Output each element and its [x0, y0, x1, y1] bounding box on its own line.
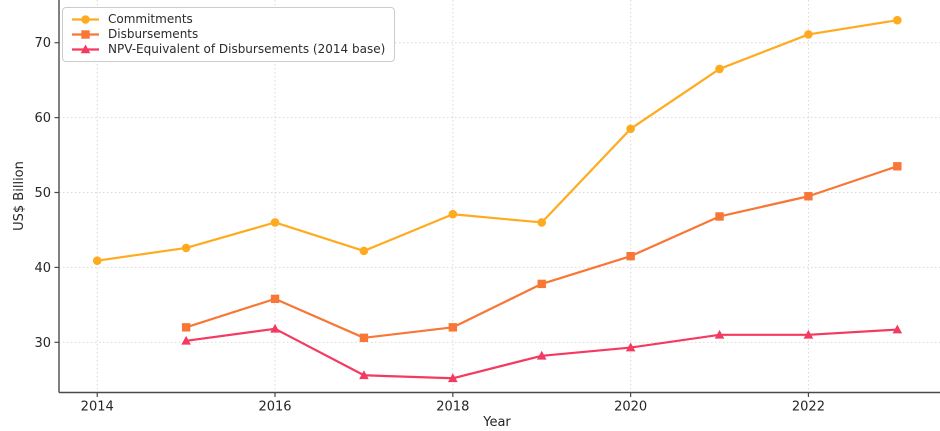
- series-commitments: [92, 15, 902, 265]
- data-point-marker: [448, 323, 458, 332]
- legend: Commitments Disbursements NPV-Equivalent…: [62, 7, 396, 62]
- gridlines-group: [59, 0, 940, 393]
- data-point-marker: [893, 15, 902, 25]
- y-tick-label: 50: [34, 186, 51, 201]
- disbursements-line-marker-icon: [72, 29, 99, 39]
- data-point-marker: [625, 342, 636, 352]
- data-point-marker: [448, 373, 458, 383]
- data-point-marker: [81, 29, 90, 39]
- data-point-marker: [537, 279, 546, 289]
- data-point-marker: [448, 209, 458, 219]
- data-point-marker: [804, 30, 813, 39]
- x-tick-label: 2018: [436, 400, 469, 415]
- legend-label-npv-equivalent: NPV-Equivalent of Disbursements (2014 ba…: [108, 42, 386, 56]
- x-tick-label: 2016: [258, 400, 291, 415]
- data-point-marker: [715, 64, 724, 74]
- legend-label-commitments: Commitments: [108, 12, 193, 26]
- data-point-marker: [270, 294, 280, 304]
- data-point-marker: [804, 192, 813, 201]
- x-axis-label: Year: [482, 415, 511, 430]
- data-point-marker: [270, 218, 280, 227]
- data-point-marker: [714, 329, 725, 339]
- y-tick-label: 70: [34, 36, 51, 51]
- y-axis-label: US$ Billion: [12, 161, 27, 231]
- data-point-marker: [359, 370, 369, 380]
- data-point-marker: [537, 218, 547, 227]
- series-line: [185, 165, 898, 339]
- axes-group: 30 40 50 60 70 2014 2016 2018 2020 2022: [34, 0, 940, 415]
- data-point-marker: [92, 256, 102, 265]
- data-point-marker: [81, 14, 90, 24]
- data-point-marker: [181, 323, 191, 332]
- data-point-marker: [892, 324, 903, 334]
- x-tick-label: 2014: [81, 400, 114, 415]
- data-point-marker: [536, 350, 547, 360]
- data-point-marker: [803, 329, 814, 339]
- x-tick-label: 2022: [792, 400, 825, 415]
- legend-item-commitments: Commitments: [70, 12, 385, 26]
- y-tick-label: 40: [34, 261, 51, 276]
- npv-equivalent-line-marker-icon: [72, 44, 99, 53]
- data-point-marker: [893, 162, 902, 171]
- series-disbursements: [181, 162, 902, 343]
- x-tick-label: 2020: [614, 400, 647, 415]
- data-point-marker: [715, 212, 724, 221]
- data-point-marker: [80, 44, 91, 53]
- legend-item-disbursements: Disbursements: [70, 27, 385, 41]
- legend-label-disbursements: Disbursements: [108, 27, 199, 41]
- y-tick-label: 30: [34, 336, 51, 351]
- data-point-marker: [181, 335, 191, 345]
- series-line: [97, 19, 898, 262]
- series-group: [92, 15, 903, 383]
- data-point-marker: [626, 251, 635, 261]
- data-point-marker: [626, 124, 635, 134]
- series-npv-equivalent: [181, 323, 903, 383]
- data-point-marker: [270, 323, 280, 333]
- commitments-line-marker-icon: [72, 14, 99, 24]
- data-point-marker: [359, 333, 369, 343]
- data-point-marker: [181, 243, 191, 253]
- y-tick-label: 60: [34, 111, 51, 126]
- legend-item-npv-equivalent: NPV-Equivalent of Disbursements (2014 ba…: [70, 42, 385, 56]
- data-point-marker: [359, 246, 369, 256]
